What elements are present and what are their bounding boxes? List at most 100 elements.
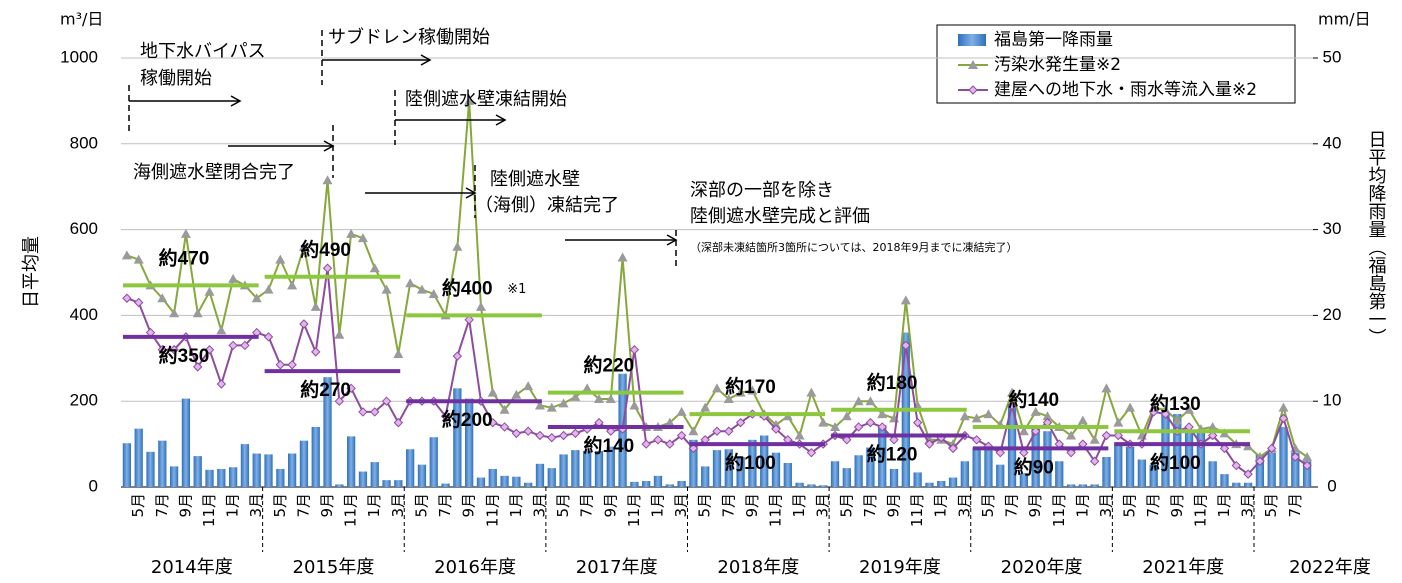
event-arrowhead	[465, 187, 477, 199]
marker	[534, 400, 545, 410]
bar	[878, 425, 887, 487]
bar	[417, 464, 427, 487]
marker	[676, 430, 687, 441]
bar	[1019, 473, 1028, 487]
marker	[381, 284, 392, 294]
marker	[877, 422, 887, 432]
bar	[1291, 452, 1300, 487]
bar	[913, 472, 922, 487]
average-label: 約100	[725, 451, 776, 474]
average-label: 約200	[442, 408, 493, 431]
legend-marker	[968, 60, 978, 69]
bar	[1090, 484, 1099, 487]
marker	[889, 435, 899, 445]
marker	[747, 385, 758, 395]
bar	[630, 481, 639, 487]
average-label: 約130	[1150, 392, 1201, 415]
marker	[452, 241, 463, 251]
marker	[547, 432, 557, 443]
bar	[960, 461, 969, 487]
x-tick-label: 5月	[837, 493, 855, 518]
x-tick-label: 3月	[672, 493, 690, 518]
marker	[334, 396, 345, 406]
year-label: 2018年度	[717, 557, 799, 578]
marker	[1042, 411, 1053, 421]
bar	[169, 466, 179, 487]
marker	[806, 447, 817, 458]
x-tick-label: 5月	[129, 493, 147, 518]
average-label: 約270	[300, 378, 351, 401]
bar	[1066, 484, 1076, 487]
year-label: 2016年度	[434, 557, 516, 578]
marker	[1266, 443, 1277, 454]
marker	[216, 379, 227, 389]
bar	[1208, 461, 1217, 487]
bar	[276, 468, 285, 487]
marker	[1030, 426, 1041, 436]
marker	[405, 278, 416, 288]
y2-tick-label: 30	[1323, 219, 1342, 238]
x-tick-label: 11月	[767, 493, 785, 527]
bar	[760, 435, 769, 487]
y-tick-label: 400	[70, 305, 98, 324]
marker	[1019, 447, 1029, 458]
bar	[347, 436, 356, 487]
event-label: 陸側遮水壁完成と評価	[690, 206, 870, 227]
y2-axis-title: 日平均降雨量（福島第一）	[1366, 130, 1387, 346]
x-tick-label: 5月	[1121, 493, 1139, 518]
x-tick-label: 9月	[1168, 493, 1186, 518]
marker	[204, 286, 215, 296]
marker	[428, 288, 439, 298]
x-tick-label: 9月	[176, 493, 194, 518]
legend-box	[936, 24, 1296, 104]
bar	[1137, 459, 1147, 487]
bar	[205, 469, 214, 487]
marker	[346, 228, 357, 238]
marker	[1113, 430, 1123, 441]
bar	[240, 444, 250, 487]
bar	[311, 426, 320, 487]
marker	[1077, 415, 1088, 425]
marker	[830, 421, 841, 431]
event-arrowhead	[495, 114, 507, 126]
bar	[1255, 454, 1265, 487]
bar	[830, 461, 840, 487]
legend-swatch	[958, 34, 986, 46]
marker	[1030, 406, 1041, 416]
x-tick-label: 1月	[648, 493, 666, 518]
marker	[723, 394, 734, 404]
marker	[900, 295, 911, 305]
y2-tick-label: 20	[1323, 305, 1342, 324]
event-note: （深部未凍結箇所3箇所については、2018年9月までに凍結完了）	[690, 240, 1017, 254]
marker	[558, 430, 569, 441]
y-tick-label: 200	[70, 391, 98, 410]
x-tick-label: 11月	[1050, 493, 1068, 527]
y-tick-label: 800	[70, 133, 98, 152]
marker	[735, 417, 746, 428]
year-label: 2020年度	[1001, 557, 1083, 578]
bar	[1149, 464, 1158, 487]
bar	[807, 484, 816, 487]
marker	[157, 293, 168, 303]
bar	[146, 451, 155, 487]
marker	[1302, 460, 1312, 471]
bar	[677, 480, 686, 487]
marker	[287, 360, 297, 370]
marker	[794, 430, 805, 440]
marker	[546, 402, 557, 412]
y-tick-label: 0	[89, 476, 98, 495]
bar	[547, 468, 556, 487]
marker	[488, 417, 498, 428]
average-label: 約350	[159, 344, 210, 367]
event-label: サブドレン稼働開始	[328, 26, 490, 48]
bar	[1031, 426, 1040, 487]
bar	[1161, 412, 1170, 487]
bar	[406, 449, 415, 487]
marker	[169, 308, 180, 318]
bar	[948, 477, 958, 487]
x-tick-label: 5月	[696, 493, 714, 518]
year-label: 2021年度	[1142, 557, 1224, 578]
marker	[499, 422, 510, 432]
marker	[180, 228, 191, 238]
marker	[287, 280, 298, 290]
